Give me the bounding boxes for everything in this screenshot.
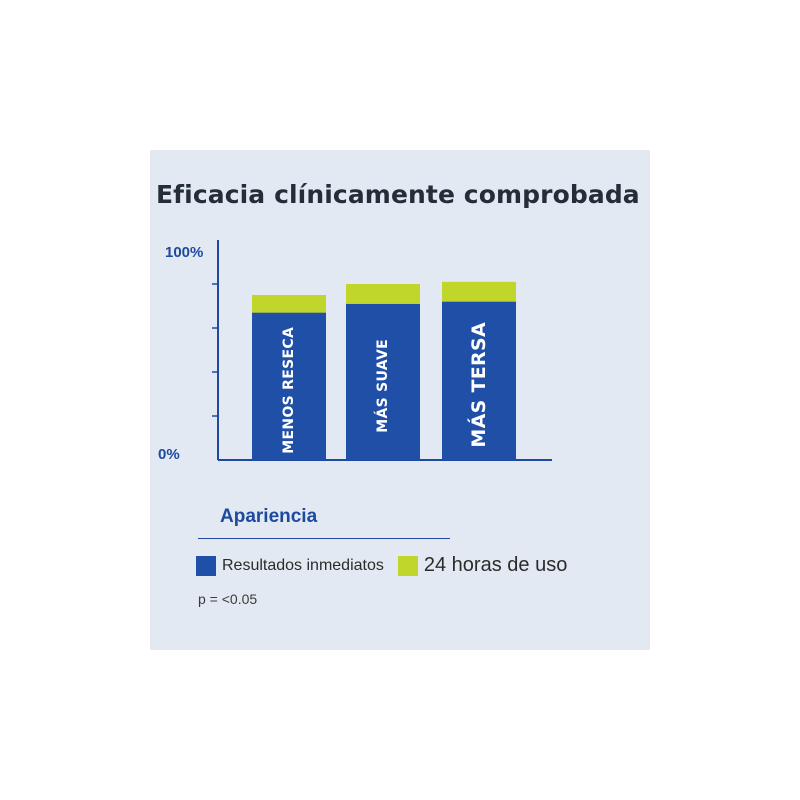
significance-note: p = <0.05 [198, 591, 258, 607]
bar-inmediatos-2 [346, 303, 420, 460]
legend-label-inmediatos: Resultados inmediatos [222, 556, 384, 574]
bar-category-label-2: MÁS SUAVE [374, 339, 391, 433]
legend: Resultados inmediatos 24 horas de uso [196, 554, 567, 577]
chart-panel: Eficacia clínicamente comprobada 0% 100% … [150, 150, 650, 650]
bar-category-label-3: MÁS TERSA [467, 322, 490, 448]
legend-label-24-horas: 24 horas de uso [423, 554, 568, 576]
bar-24-horas-3 [442, 281, 516, 302]
y-tick-label-100: 100% [165, 244, 203, 261]
y-tick-label-0: 0% [158, 446, 180, 463]
bar-24-horas-2 [346, 284, 420, 304]
bar-category-label-1: MENOS RESECA [281, 327, 297, 454]
legend-swatch-24-horas [397, 555, 418, 576]
bar-inmediatos-1 [252, 312, 326, 460]
bar-chart: 0% 100% MENOS RESECA MÁS SUAVE MÁS TERSA [158, 240, 552, 463]
chart-title: Eficacia clínicamente comprobada [156, 180, 640, 209]
bar-inmediatos-3 [442, 301, 516, 460]
x-axis-label: Apariencia [220, 506, 318, 527]
legend-swatch-inmediatos [196, 555, 216, 576]
bar-24-horas-1 [252, 295, 326, 313]
x-label-underline [198, 538, 450, 539]
